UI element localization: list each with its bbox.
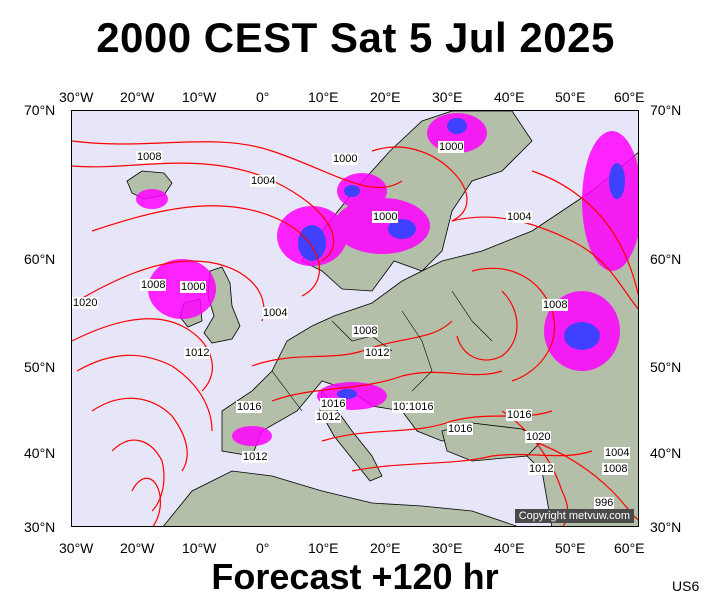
lat-label: 30°N [24,519,56,535]
lon-label: 30°E [432,540,463,556]
lon-label: 30°W [59,540,94,556]
lat-label: 40°N [24,445,56,461]
lon-label: 30°E [432,89,463,105]
isobar-label: 1004 [262,307,289,319]
lat-label: 50°N [24,359,56,375]
isobar-label: 1004 [250,175,277,187]
isobar-label: 1000 [180,281,207,293]
isobar-label: 1008 [542,299,569,311]
lat-label: 60°N [24,251,56,267]
isobar-label: 1016 [447,423,474,435]
forecast-label: Forecast +120 hr [211,556,499,597]
lon-label: 10°E [308,540,339,556]
lon-label: 40°E [494,89,525,105]
isobar-label: 1020 [72,297,99,309]
lon-label: 50°E [555,540,586,556]
precipitation-heavy [298,118,625,399]
lon-label: 30°W [59,89,94,105]
lon-label: 20°E [370,540,401,556]
map-title: 2000 CEST Sat 5 Jul 2025 [96,14,615,61]
lon-label: 10°E [308,89,339,105]
lat-label: 60°N [650,251,682,267]
isobar-label: 1012 [242,451,269,463]
lon-label: 0° [256,540,270,556]
isobar-label: 1008 [140,279,167,291]
lon-label: 0° [256,89,270,105]
isobar-label: 1004 [604,447,631,459]
lon-label: 50°E [555,89,586,105]
country-borders [271,290,493,412]
isobar-label: 1000 [372,211,399,223]
isobar-label: 1016 [408,401,435,413]
lat-label: 70°N [650,102,682,118]
lat-label: 30°N [650,519,682,535]
isobar-label: 1020 [525,431,552,443]
isobar-label: 1008 [352,325,379,337]
isobar-label: 996 [594,497,615,509]
model-code: US6 [672,578,700,594]
lat-label: 50°N [650,359,682,375]
isobar-label: 1012 [315,411,342,423]
lon-label: 60°E [614,89,645,105]
isobar-label: 1008 [602,463,629,475]
north-africa [163,470,518,526]
isobar-label: 1008 [136,151,163,163]
isobar-label: 1000 [438,141,465,153]
isobar-label: 1004 [506,211,533,223]
lon-label: 10°W [182,89,217,105]
lon-label: 20°W [120,89,155,105]
isobar-label: 1016 [236,401,263,413]
isobar-label: 1012 [528,463,555,475]
isobar-label: 1016 [506,409,533,421]
isobar-label: 1016 [320,398,347,410]
forecast-map: 1008 1004 1000 1000 1000 1004 1008 1000 … [71,110,639,527]
isobar-label: 1000 [332,153,359,165]
lon-label: 20°W [120,540,155,556]
lon-label: 10°W [182,540,217,556]
isobar-label: 1012 [364,347,391,359]
copyright-badge: Copyright metvuw.com [514,509,634,523]
lon-label: 40°E [494,540,525,556]
lat-label: 70°N [24,102,56,118]
lat-label: 40°N [650,445,682,461]
lon-label: 20°E [370,89,401,105]
lon-label: 60°E [614,540,645,556]
isobar-label: 1012 [184,347,211,359]
